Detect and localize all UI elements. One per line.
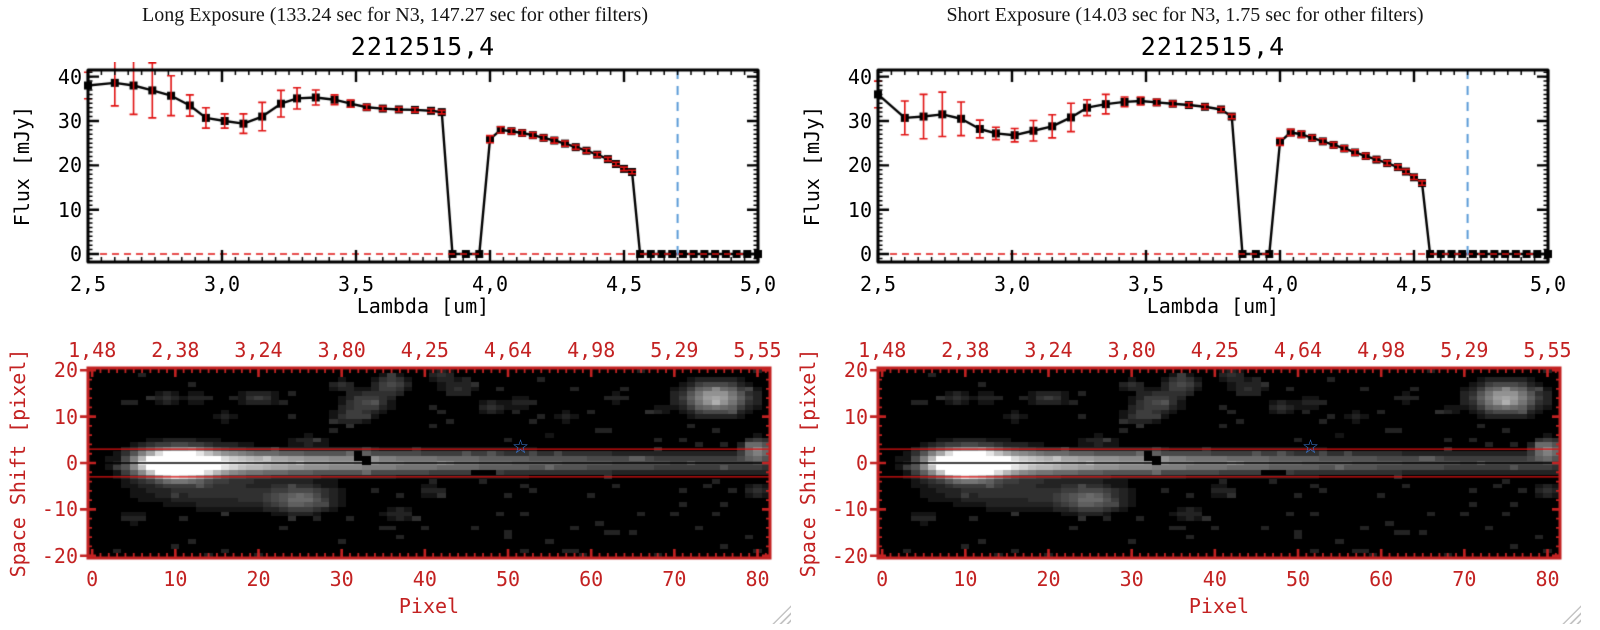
image-top-wavelength-label: 3,24 — [234, 338, 283, 362]
image-top-wavelength-label: 5,29 — [650, 338, 699, 362]
spectrum-x-tick-label: 4,5 — [605, 272, 643, 296]
image-x-tick-label: 30 — [329, 567, 354, 591]
spectrum-x-tick-label: 3,0 — [203, 272, 241, 296]
image-x-tick-label: 50 — [495, 567, 521, 591]
spectrum-x-tick-label: 5,0 — [1529, 272, 1567, 296]
spectrum-x-tick-label: 4,5 — [1395, 272, 1433, 296]
image-x-tick-label: 0 — [86, 567, 99, 591]
spectrum-x-tick-label: 3,5 — [337, 272, 375, 296]
spectrum-x-tick-label: 4,0 — [471, 272, 509, 296]
spectrum-x-tick-label: 4,0 — [1261, 272, 1299, 296]
image-y-tick-label: 0 — [65, 451, 78, 475]
image-y-tick-label: 20 — [843, 358, 868, 383]
image-top-wavelength-label: 2,38 — [941, 338, 990, 362]
image-top-wavelength-label: 5,29 — [1440, 338, 1489, 362]
image-top-wavelength-label: 3,24 — [1024, 338, 1073, 362]
image-x-tick-label: 60 — [1369, 567, 1394, 591]
spectrum-y-axis-label: Flux [mJy] — [10, 105, 34, 227]
image-x-tick-label: 10 — [953, 567, 978, 591]
image-top-wavelength-label: 3,80 — [317, 338, 366, 362]
image-top-wavelength-label: 4,98 — [1357, 338, 1406, 362]
spectrum-y-tick-label: 10 — [57, 197, 82, 222]
panel-long-exposure: Long Exposure (133.24 sec for N3, 147.27… — [0, 0, 791, 630]
spectrum-y-tick-label: 20 — [57, 153, 82, 178]
image-x-tick-label: 0 — [876, 567, 889, 591]
image-y-tick-label: 20 — [53, 358, 78, 383]
image-y-tick-label: -10 — [41, 497, 78, 522]
image-y-tick-label: 0 — [855, 451, 868, 475]
panel-short-exposure: Short Exposure (14.03 sec for N3, 1.75 s… — [790, 0, 1600, 630]
spectrum-y-tick-label: 0 — [69, 242, 82, 267]
star-marker: ☆ — [511, 435, 530, 458]
image-top-wavelength-label: 4,64 — [1273, 338, 1323, 362]
image-y-tick-label: -10 — [831, 497, 868, 522]
window-resize-grip[interactable] — [771, 604, 791, 624]
image-y-tick-label: 10 — [843, 404, 868, 429]
image-top-wavelength-label: 1,48 — [858, 338, 907, 362]
image-x-tick-label: 20 — [1036, 567, 1061, 591]
image-top-wavelength-label: 5,55 — [733, 338, 782, 362]
object-id-title: 2212515,4 — [350, 32, 496, 61]
image-x-tick-label: 70 — [1452, 567, 1477, 591]
image-x-axis-label: Pixel — [1188, 594, 1250, 618]
spatial-image-canvas — [78, 358, 780, 568]
image-y-tick-label: 10 — [53, 404, 78, 429]
image-x-tick-label: 10 — [163, 567, 188, 591]
image-y-tick-label: -20 — [831, 543, 868, 568]
image-top-wavelength-label: 3,80 — [1107, 338, 1156, 362]
image-top-wavelength-label: 4,25 — [1190, 338, 1239, 362]
spectrum-y-tick-label: 10 — [847, 197, 872, 222]
spectrum-x-tick-label: 3,0 — [993, 272, 1031, 296]
image-top-wavelength-label: 4,64 — [483, 338, 533, 362]
image-x-tick-label: 20 — [246, 567, 271, 591]
spectrum-plot-canvas — [870, 62, 1556, 270]
image-x-tick-label: 40 — [412, 567, 437, 591]
image-top-wavelength-label: 4,98 — [567, 338, 616, 362]
spectrum-plot-canvas — [80, 62, 766, 270]
window-resize-grip[interactable] — [1561, 604, 1581, 624]
spectrum-x-tick-label: 5,0 — [739, 272, 777, 296]
star-marker: ☆ — [1301, 435, 1320, 458]
spectrum-y-tick-label: 30 — [847, 108, 872, 133]
spectrum-y-tick-label: 30 — [57, 108, 82, 133]
image-top-wavelength-label: 4,25 — [400, 338, 449, 362]
spectrum-y-tick-label: 40 — [57, 64, 82, 89]
image-x-tick-label: 60 — [579, 567, 604, 591]
spectrum-x-tick-label: 3,5 — [1127, 272, 1165, 296]
image-x-tick-label: 80 — [745, 567, 770, 591]
spectrum-y-tick-label: 20 — [847, 153, 872, 178]
image-top-wavelength-label: 5,55 — [1523, 338, 1572, 362]
spectrum-x-tick-label: 2,5 — [859, 272, 897, 296]
image-y-tick-label: -20 — [41, 543, 78, 568]
spatial-image-canvas — [868, 358, 1570, 568]
image-x-axis-label: Pixel — [398, 594, 460, 618]
image-x-tick-label: 80 — [1535, 567, 1560, 591]
image-x-tick-label: 70 — [662, 567, 687, 591]
object-id-title: 2212515,4 — [1140, 32, 1286, 61]
spectrum-x-tick-label: 2,5 — [69, 272, 107, 296]
spectrum-y-axis-label: Flux [mJy] — [800, 105, 824, 227]
exposure-header: Short Exposure (14.03 sec for N3, 1.75 s… — [946, 4, 1424, 26]
spectrum-x-axis-label: Lambda [um] — [356, 294, 490, 318]
image-x-tick-label: 40 — [1202, 567, 1227, 591]
image-x-tick-label: 30 — [1119, 567, 1144, 591]
exposure-header: Long Exposure (133.24 sec for N3, 147.27… — [142, 4, 648, 26]
spectrum-y-tick-label: 0 — [859, 242, 872, 267]
spectrum-y-tick-label: 40 — [847, 64, 872, 89]
spectrum-x-axis-label: Lambda [um] — [1146, 294, 1280, 318]
image-top-wavelength-label: 1,48 — [68, 338, 117, 362]
image-x-tick-label: 50 — [1285, 567, 1311, 591]
image-top-wavelength-label: 2,38 — [151, 338, 200, 362]
